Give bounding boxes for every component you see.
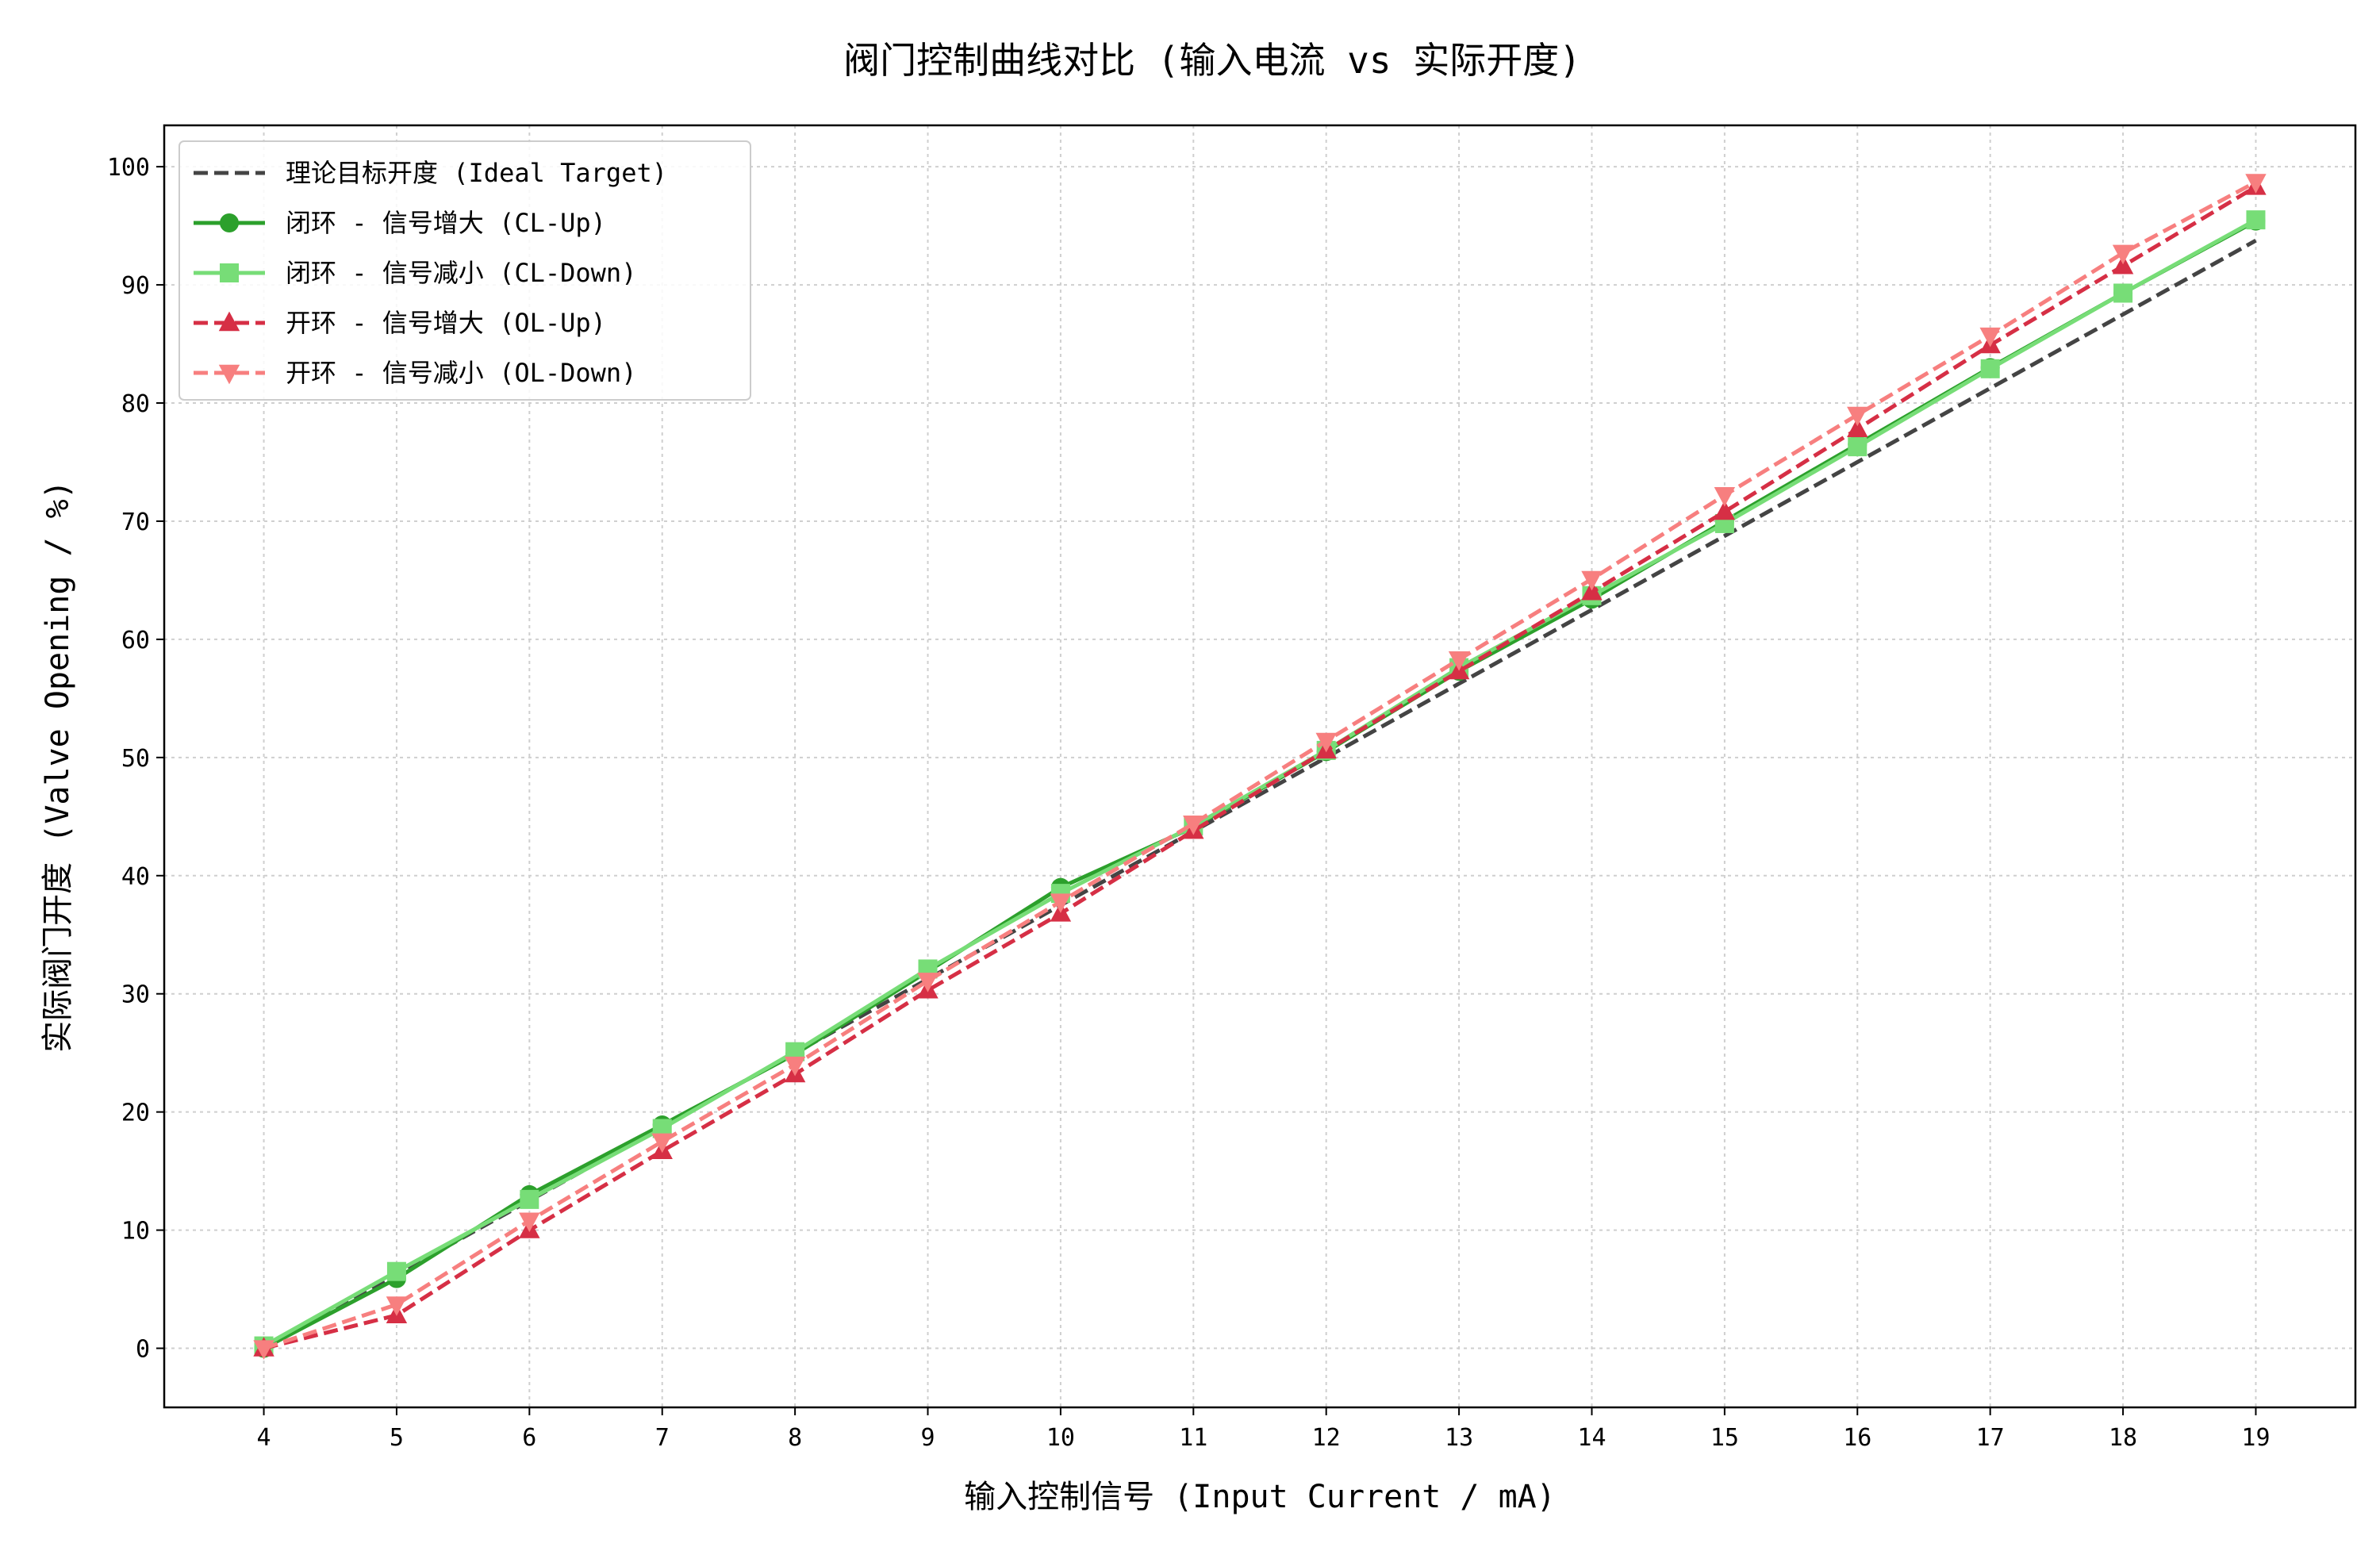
series-line-3 xyxy=(263,185,2257,1350)
y-tick-label: 30 xyxy=(121,981,150,1009)
data-point-4 xyxy=(1448,651,1470,671)
x-tick-label: 4 xyxy=(257,1424,271,1452)
data-point-4 xyxy=(1979,327,2001,347)
x-tick-label: 8 xyxy=(788,1424,802,1452)
data-point-4 xyxy=(1847,406,1868,427)
legend-label-3: 开环 - 信号增大 (OL-Up) xyxy=(286,308,606,338)
y-tick-label: 0 xyxy=(136,1336,150,1364)
legend-label-4: 开环 - 信号减小 (OL-Down) xyxy=(286,358,636,388)
data-point-4 xyxy=(1714,486,1736,507)
legend-label-0: 理论目标开度 (Ideal Target) xyxy=(286,158,667,188)
y-tick-label: 80 xyxy=(121,390,150,418)
data-point-4 xyxy=(2245,174,2267,194)
x-tick-label: 18 xyxy=(2109,1424,2137,1452)
y-axis-ticks: 0 10 20 30 40 50 60 70 80 90 100 xyxy=(107,154,164,1364)
data-point-2 xyxy=(386,1261,406,1281)
x-tick-label: 17 xyxy=(1976,1424,2005,1452)
series-2 xyxy=(254,210,2266,1356)
data-point-4 xyxy=(1050,893,1072,913)
legend: 理论目标开度 (Ideal Target) 闭环 - 信号增大 (CL-Up) 闭环… xyxy=(178,140,751,401)
legend-label-1: 闭环 - 信号增大 (CL-Up) xyxy=(286,208,606,238)
series-line-4 xyxy=(263,180,2257,1350)
series-4 xyxy=(253,174,2267,1360)
x-tick-label: 15 xyxy=(1710,1424,1739,1452)
y-tick-label: 60 xyxy=(121,627,150,654)
x-tick-label: 9 xyxy=(920,1424,935,1452)
legend-marker-2 xyxy=(220,263,239,282)
data-point-4 xyxy=(1315,732,1337,753)
y-tick-label: 40 xyxy=(121,863,150,891)
data-point-4 xyxy=(784,1056,806,1077)
legend-box xyxy=(178,140,751,401)
x-tick-label: 11 xyxy=(1179,1424,1207,1452)
data-point-4 xyxy=(519,1212,540,1233)
x-axis-title: 输入控制信号 (Input Current / mA) xyxy=(964,1479,1556,1515)
data-point-2 xyxy=(2246,210,2266,230)
legend-label-2: 闭环 - 信号减小 (CL-Down) xyxy=(286,258,636,288)
x-axis-ticks: 4 5 6 7 8 9 10 11 12 13 14 15 16 17 18 19 xyxy=(257,1407,2271,1452)
chart-title: 阀门控制曲线对比 (输入电流 vs 实际开度) xyxy=(843,39,1581,82)
x-tick-label: 14 xyxy=(1577,1424,1606,1452)
x-tick-label: 7 xyxy=(655,1424,670,1452)
data-point-2 xyxy=(2113,283,2133,303)
x-tick-label: 10 xyxy=(1046,1424,1075,1452)
data-point-4 xyxy=(386,1296,408,1316)
data-point-4 xyxy=(1183,816,1204,835)
legend-marker-1 xyxy=(220,213,239,232)
x-tick-label: 5 xyxy=(390,1424,404,1452)
data-point-4 xyxy=(1581,570,1603,591)
y-axis-title: 实际阀门开度 (Valve Opening / %) xyxy=(40,480,76,1053)
data-point-2 xyxy=(1848,437,1868,457)
legend-marker-4 xyxy=(218,364,240,385)
x-tick-label: 13 xyxy=(1445,1424,1473,1452)
data-point-2 xyxy=(1980,359,2000,378)
series-group xyxy=(253,174,2267,1360)
data-point-3 xyxy=(1847,417,1868,437)
data-point-4 xyxy=(253,1340,274,1360)
y-tick-label: 90 xyxy=(121,272,150,300)
y-tick-label: 20 xyxy=(121,1100,150,1127)
x-tick-label: 16 xyxy=(1843,1424,1871,1452)
data-point-4 xyxy=(2112,244,2134,265)
data-point-4 xyxy=(651,1133,673,1154)
legend-marker-3 xyxy=(218,311,240,332)
y-tick-label: 100 xyxy=(107,154,150,182)
series-line-2 xyxy=(263,217,2257,1348)
data-point-2 xyxy=(520,1189,539,1209)
x-tick-label: 19 xyxy=(2241,1424,2270,1452)
x-tick-label: 6 xyxy=(522,1424,536,1452)
data-point-3 xyxy=(1714,500,1736,520)
data-point-4 xyxy=(917,973,939,992)
y-tick-label: 70 xyxy=(121,509,150,536)
plot-area-frame xyxy=(163,124,2357,1409)
y-tick-label: 10 xyxy=(121,1218,150,1246)
x-tick-label: 12 xyxy=(1312,1424,1341,1452)
y-tick-label: 50 xyxy=(121,745,150,773)
